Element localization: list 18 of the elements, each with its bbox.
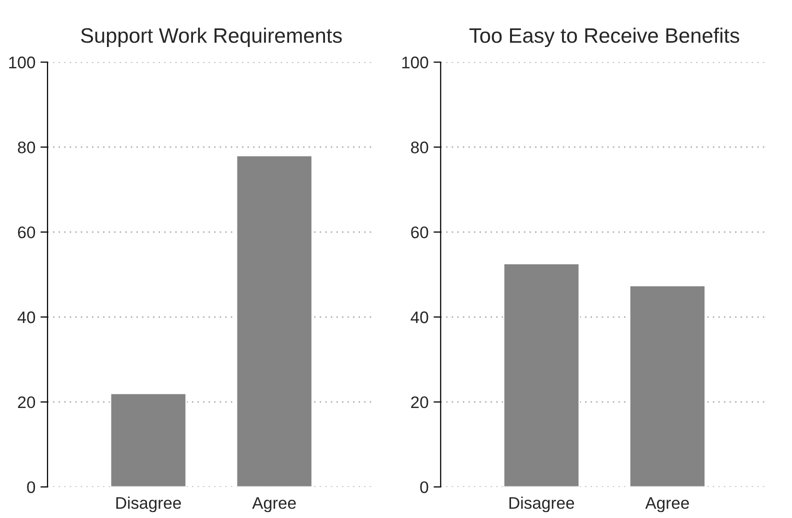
y-tick-label: 20 [411, 396, 428, 408]
x-tick-label: Disagree [509, 496, 574, 512]
y-tick-label: 80 [411, 142, 428, 154]
y-tick-label: 100 [402, 56, 428, 68]
x-tick-label: Disagree [116, 496, 181, 512]
y-tick-label: 80 [18, 142, 36, 154]
x-tick-label: Agree [645, 497, 689, 512]
y-tick-label: 60 [411, 226, 428, 238]
y-tick-label: 0 [27, 481, 36, 494]
chart-title: Support Work Requirements [81, 28, 342, 48]
y-tick-label: 0 [420, 481, 428, 494]
y-tick-label: 20 [18, 396, 36, 408]
x-tick-label: Agree [252, 497, 296, 512]
y-tick-label: 40 [18, 311, 36, 324]
y-tick-label: 100 [9, 56, 36, 68]
y-tick-label: 60 [18, 226, 36, 238]
y-tick-label: 40 [410, 311, 428, 324]
chart-title: Too Easy to Receive Benefits [469, 28, 740, 48]
